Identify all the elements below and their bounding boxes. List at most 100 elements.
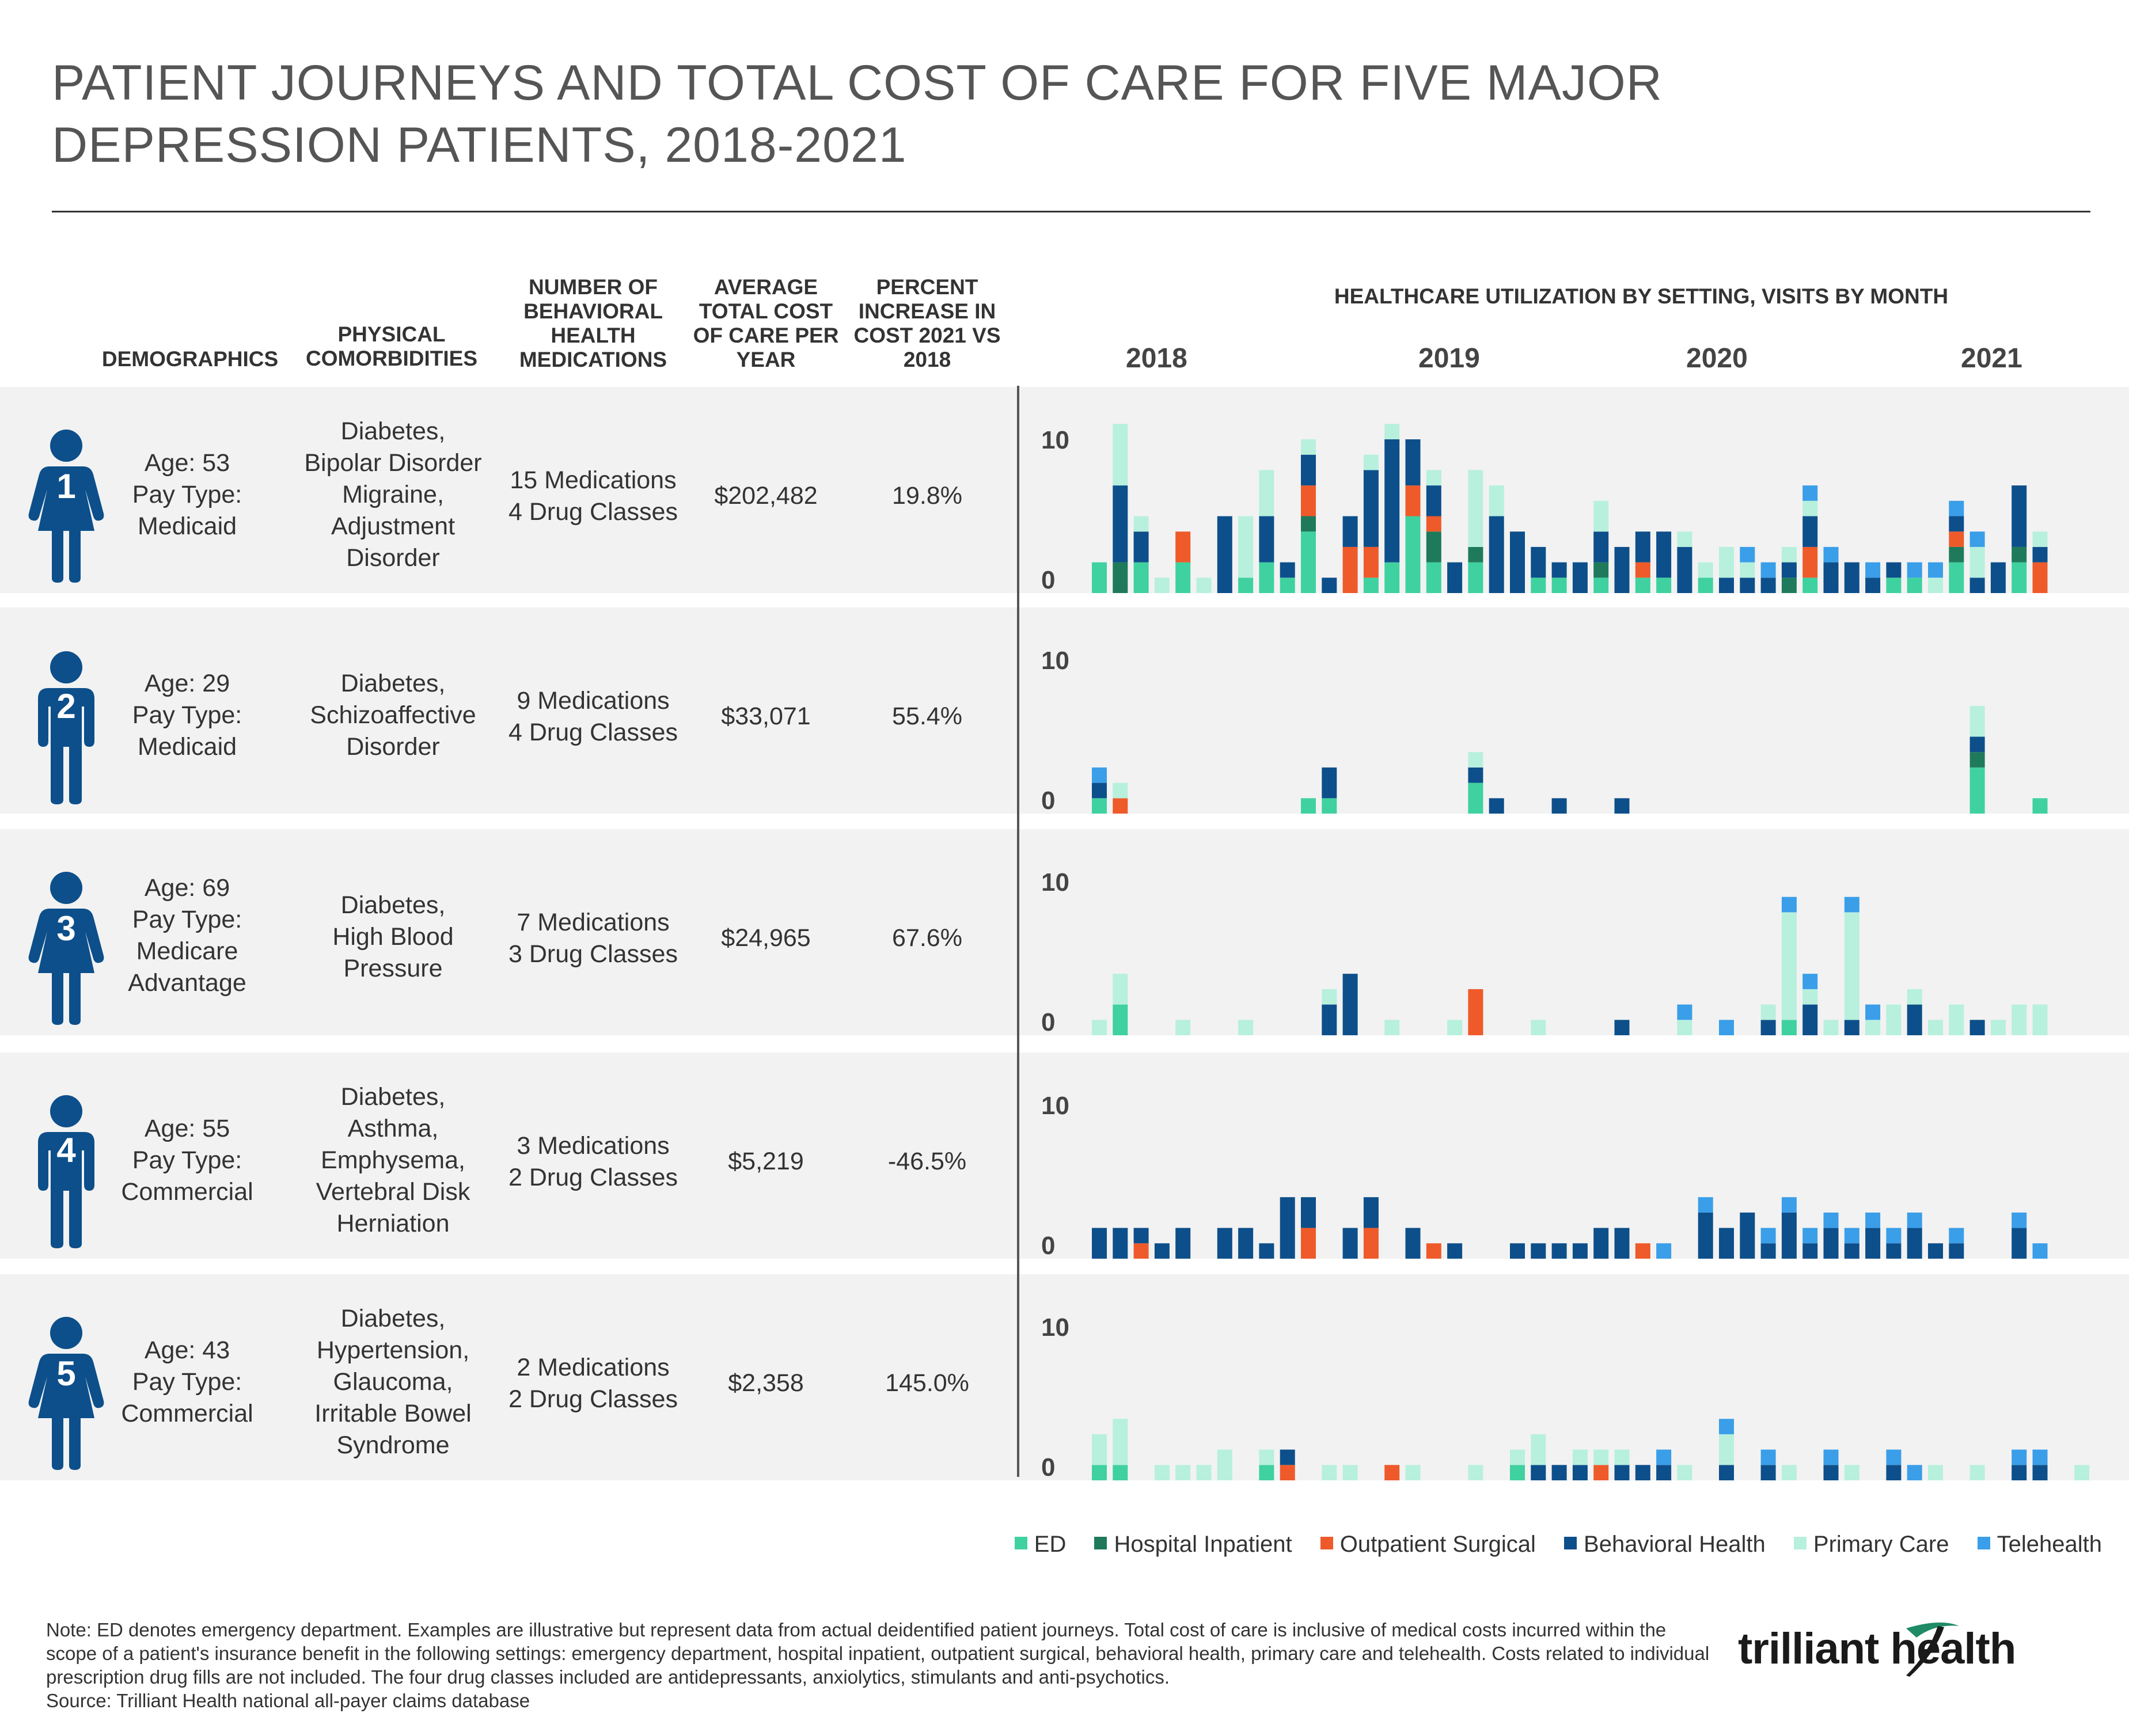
bar-segment-ed [1468,562,1483,593]
bar-segment-primary-care [1363,454,1379,470]
comorbidities-cell: Diabetes, High Blood Pressure [291,890,495,985]
legend-item-hospital-inpatient: Hospital Inpatient [1094,1532,1292,1558]
comorbidity-line: Asthma, [347,1115,439,1142]
bar-segment-behavioral-health [1280,1449,1295,1465]
medications-cell: 2 Medications 2 Drug Classes [495,1352,691,1415]
bar-segment-primary-care [1384,1020,1400,1035]
bar-segment-outpatient-surgical [1342,546,1358,593]
bar-segment-telehealth [1886,1449,1902,1465]
bar-segment-primary-care [1468,752,1483,768]
bar-segment-behavioral-health [1489,516,1504,593]
patient-number: 2 [56,687,76,725]
bar-segment-behavioral-health [1886,562,1902,578]
footnote: Note: ED denotes emergency department. E… [46,1618,1716,1712]
pct-increase-value: 145.0% [885,1369,969,1397]
bar-segment-behavioral-health [1740,578,1755,593]
bar-segment-behavioral-health [1405,439,1421,486]
demographics-cell: Age: 55 Pay Type: Commercial [107,1113,268,1208]
demographics-cell: Age: 69 Pay Type: Medicare Advantage [107,872,268,999]
bar-segment-primary-care [1238,1020,1254,1035]
bar-segment-behavioral-health [1949,1243,1964,1259]
bar-segment-primary-care [1949,1004,1964,1035]
legend-swatch [1014,1537,1027,1550]
bar-segment-outpatient-surgical [1468,989,1483,1035]
bar-segment-primary-care [1928,578,1943,593]
bar-segment-hospital-inpatient [2012,546,2027,563]
pay-type-label: Pay Type: [132,1146,242,1174]
bar-segment-behavioral-health [1551,798,1567,814]
bar-segment-primary-care [1154,578,1170,593]
pay-type-value: Medicaid [137,512,237,540]
y-tick-label: 10 [1041,647,1069,675]
bar-segment-outpatient-surgical [2032,562,2048,593]
bar-segment-behavioral-health [1635,1465,1650,1480]
bar-segment-telehealth [1865,1212,1881,1228]
bar-segment-ed [1635,578,1650,593]
bar-segment-ed [1802,578,1818,593]
bar-segment-telehealth [1865,1004,1881,1020]
bar-segment-behavioral-health [1760,1243,1776,1259]
bar-segment-primary-care [1990,1020,2006,1035]
bar-segment-ed [1886,578,1902,593]
bar-segment-primary-care [1092,1434,1107,1465]
patient-row-1: 1 Age: 53 Pay Type: Medicaid Diabetes, B… [0,387,2129,593]
bar-segment-behavioral-health [1844,562,1859,593]
column-header-comorbidities: PHYSICAL COMORBIDITIES [305,322,478,370]
bar-segment-ed [1133,562,1149,593]
bar-segment-behavioral-health [1551,562,1567,578]
bar-segment-behavioral-health [1363,1197,1379,1228]
bar-segment-behavioral-health [1489,798,1504,814]
bar-segment-primary-care [1593,1449,1609,1465]
bar-segment-ed [1322,798,1337,814]
bar-segment-telehealth [1656,1243,1672,1259]
bar-segment-ed [1656,578,1672,593]
bar-segment-telehealth [1092,767,1107,783]
patient-number: 3 [56,909,76,948]
drug-class-count: 3 Drug Classes [508,940,678,968]
pay-type-label: Pay Type: [132,1368,242,1396]
bar-segment-primary-care [1092,1020,1107,1035]
medications-cell: 3 Medications 2 Drug Classes [495,1130,691,1194]
bar-segment-primary-care [1677,1020,1692,1035]
bar-segment-ed [1969,767,1985,814]
bar-segment-ed [1092,1465,1107,1480]
bar-segment-primary-care [1113,1419,1128,1465]
column-header-pct-increase: PERCENT INCREASE IN COST 2021 VS 2018 [853,275,1001,371]
bar-segment-ed [1907,578,1922,593]
pay-type-label: Pay Type: [132,701,242,729]
bar-segment-telehealth [1823,1212,1839,1228]
medication-count: 9 Medications [517,687,670,715]
bar-segment-telehealth [1656,1449,1672,1465]
bar-segment-primary-care [1113,974,1128,1005]
column-header-avg-cost: AVERAGE TOTAL COST OF CARE PER YEAR [693,275,839,371]
year-label-2018: 2018 [1126,343,1187,374]
drug-class-count: 4 Drug Classes [508,498,678,526]
legend-label: Primary Care [1813,1532,1949,1557]
avg-cost-value: $2,358 [728,1369,804,1397]
bar-segment-telehealth [1823,546,1839,563]
bar-segment-primary-care [1133,516,1149,532]
bar-segment-behavioral-health [1614,546,1630,593]
bar-segment-primary-care [1384,424,1400,439]
bar-segment-behavioral-health [1823,562,1839,593]
bar-segment-hospital-inpatient [1426,531,1441,563]
bar-segment-behavioral-health [1342,516,1358,547]
bar-segment-primary-care [1698,562,1713,578]
avg-cost-value: $33,071 [721,702,811,730]
bar-segment-ed [1468,782,1483,814]
bar-segment-behavioral-health [1677,546,1692,593]
bar-segment-ed [1405,516,1421,593]
bar-segment-ed [1384,562,1400,593]
bar-segment-ed [1092,562,1107,593]
bar-segment-telehealth [1969,531,1985,547]
bar-segment-primary-care [1572,1449,1588,1465]
bar-segment-behavioral-health [1531,1243,1546,1259]
bar-segment-behavioral-health [1342,974,1358,1035]
age-label: Age: 55 [144,1115,230,1142]
comorbidity-line: Hypertension, [316,1336,470,1364]
comorbidity-line: Diabetes, [340,670,446,697]
bar-segment-behavioral-health [1698,1212,1713,1259]
bar-segment-primary-care [1154,1465,1170,1480]
bar-segment-behavioral-health [1593,1228,1609,1259]
